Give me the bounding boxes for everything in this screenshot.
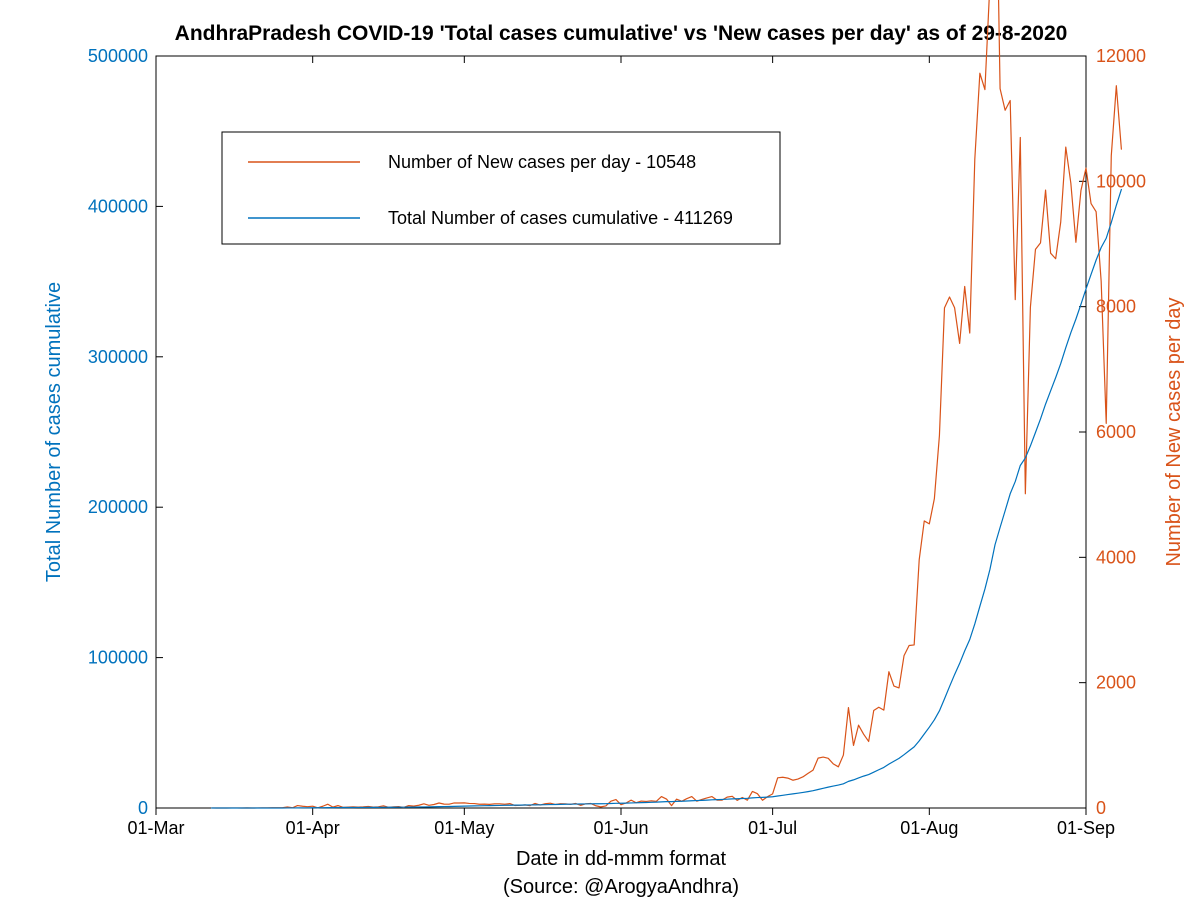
legend-label-0: Number of New cases per day - 10548 <box>388 152 696 172</box>
y2-tick-label: 4000 <box>1096 547 1136 567</box>
y2-tick-label: 10000 <box>1096 171 1146 191</box>
y1-tick-label: 200000 <box>88 497 148 517</box>
x-tick-label: 01-Jun <box>593 818 648 838</box>
x-tick-label: 01-May <box>434 818 494 838</box>
x-tick-label: 01-Jul <box>748 818 797 838</box>
y2-tick-label: 0 <box>1096 798 1106 818</box>
covid-dual-axis-chart: AndhraPradesh COVID-19 'Total cases cumu… <box>0 0 1200 900</box>
y2-tick-label: 12000 <box>1096 46 1146 66</box>
y1-tick-label: 0 <box>138 798 148 818</box>
x-tick-label: 01-Mar <box>127 818 184 838</box>
x-axis-label-line1: Date in dd-mmm format <box>516 848 726 870</box>
x-tick-label: 01-Sep <box>1057 818 1115 838</box>
y1-tick-label: 300000 <box>88 347 148 367</box>
y2-axis-label: Number of New cases per day <box>1163 297 1185 566</box>
y1-tick-label: 500000 <box>88 46 148 66</box>
x-tick-label: 01-Apr <box>286 818 340 838</box>
chart-title: AndhraPradesh COVID-19 'Total cases cumu… <box>175 22 1068 45</box>
y2-tick-label: 2000 <box>1096 673 1136 693</box>
y1-tick-label: 400000 <box>88 196 148 216</box>
x-axis-label-line2: (Source: @ArogyaAndhra) <box>503 876 739 898</box>
legend-label-1: Total Number of cases cumulative - 41126… <box>388 208 733 228</box>
y1-axis-label: Total Number of cases cumulative <box>43 282 65 582</box>
y2-tick-label: 6000 <box>1096 422 1136 442</box>
x-tick-label: 01-Aug <box>900 818 958 838</box>
y1-tick-label: 100000 <box>88 648 148 668</box>
